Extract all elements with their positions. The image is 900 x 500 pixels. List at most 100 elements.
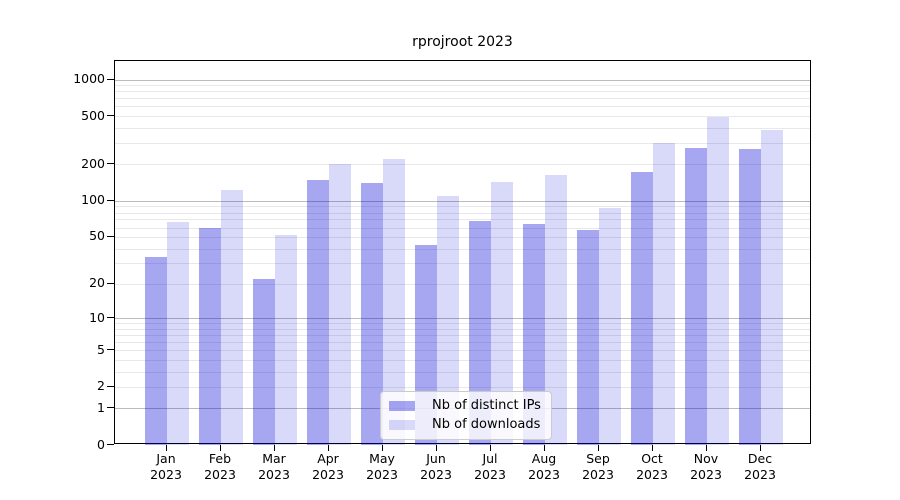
x-tick-label: May 2023 <box>366 451 398 482</box>
bar-downloads <box>599 207 621 445</box>
y-tick-label: 50 <box>89 228 105 243</box>
y-tick-label: 1000 <box>73 71 105 86</box>
y-tick-label: 0 <box>97 437 105 452</box>
bar-distinct-ips <box>577 230 599 445</box>
minor-gridline <box>115 91 810 93</box>
y-tick-mark <box>107 444 114 445</box>
x-tick-label: Jan 2023 <box>150 451 182 482</box>
legend-swatch-distinct-ips <box>389 400 415 411</box>
bar-downloads <box>491 182 513 445</box>
bar-distinct-ips <box>631 171 653 445</box>
x-tick-label: Jun 2023 <box>420 451 452 482</box>
x-tick-label: Oct 2023 <box>636 451 668 482</box>
minor-gridline <box>115 236 810 238</box>
bar-distinct-ips <box>469 220 491 445</box>
y-tick-label: 1 <box>97 400 105 415</box>
bar-distinct-ips <box>739 149 761 445</box>
legend: Nb of distinct IPs Nb of downloads <box>380 391 552 440</box>
major-gridline <box>115 200 810 202</box>
bar-distinct-ips <box>199 228 221 445</box>
y-tick-label: 20 <box>89 275 105 290</box>
minor-gridline <box>115 371 810 373</box>
x-tick-label: Mar 2023 <box>258 451 290 482</box>
x-tick-mark <box>544 445 545 451</box>
y-tick-label: 500 <box>81 108 105 123</box>
x-tick-label: Feb 2023 <box>204 451 236 482</box>
major-gridline <box>115 79 810 81</box>
minor-gridline <box>115 328 810 330</box>
x-tick-mark <box>598 445 599 451</box>
y-tick-mark <box>107 163 114 164</box>
bar-distinct-ips <box>307 179 329 445</box>
bar-distinct-ips <box>145 256 167 445</box>
bar-downloads <box>167 221 189 445</box>
bar-distinct-ips <box>361 182 383 445</box>
bar-downloads <box>707 117 729 445</box>
minor-gridline <box>115 227 810 229</box>
x-tick-label: Aug 2023 <box>528 451 560 482</box>
y-tick-mark <box>107 317 114 318</box>
bar-downloads <box>383 159 405 445</box>
minor-gridline <box>115 350 810 352</box>
x-tick-mark <box>274 445 275 451</box>
minor-gridline <box>115 85 810 87</box>
minor-gridline <box>115 164 810 166</box>
minor-gridline <box>115 143 810 145</box>
minor-gridline <box>115 127 810 129</box>
y-tick-label: 200 <box>81 156 105 171</box>
bar-downloads <box>329 164 351 445</box>
x-tick-mark <box>760 445 761 451</box>
minor-gridline <box>115 342 810 344</box>
y-tick-mark <box>107 115 114 116</box>
y-tick-mark <box>107 236 114 237</box>
y-tick-mark <box>107 407 114 408</box>
minor-gridline <box>115 106 810 108</box>
major-gridline <box>115 318 810 320</box>
bar-distinct-ips <box>523 224 545 445</box>
bar-downloads <box>275 234 297 445</box>
bar-downloads <box>545 174 567 445</box>
chart-title: rprojroot 2023 <box>412 34 513 50</box>
x-tick-label: Nov 2023 <box>690 451 722 482</box>
x-tick-mark <box>382 445 383 451</box>
x-tick-mark <box>436 445 437 451</box>
minor-gridline <box>115 386 810 388</box>
y-tick-mark <box>107 283 114 284</box>
minor-gridline <box>115 219 810 221</box>
x-tick-mark <box>490 445 491 451</box>
bar-distinct-ips <box>685 148 707 445</box>
plot-area: Nb of distinct IPs Nb of downloads <box>114 60 811 445</box>
legend-swatch-downloads <box>389 419 415 430</box>
x-tick-label: Sep 2023 <box>582 451 614 482</box>
legend-item-downloads: Nb of downloads <box>389 417 541 432</box>
minor-gridline <box>115 116 810 118</box>
bar-distinct-ips <box>253 279 275 445</box>
y-tick-label: 100 <box>81 192 105 207</box>
x-tick-mark <box>220 445 221 451</box>
y-tick-label: 5 <box>97 342 105 357</box>
x-tick-label: Apr 2023 <box>312 451 344 482</box>
minor-gridline <box>115 248 810 250</box>
minor-gridline <box>115 283 810 285</box>
minor-gridline <box>115 323 810 325</box>
x-tick-mark <box>166 445 167 451</box>
bar-downloads <box>761 129 783 445</box>
y-tick-label: 10 <box>89 310 105 325</box>
x-tick-label: Dec 2023 <box>744 451 776 482</box>
legend-item-distinct-ips: Nb of distinct IPs <box>389 398 541 413</box>
x-tick-label: Jul 2023 <box>474 451 506 482</box>
bar-downloads <box>437 195 459 445</box>
y-tick-mark <box>107 349 114 350</box>
bar-downloads <box>221 189 243 445</box>
y-tick-label: 2 <box>97 378 105 393</box>
y-tick-mark <box>107 386 114 387</box>
x-tick-mark <box>328 445 329 451</box>
x-tick-mark <box>652 445 653 451</box>
bar-downloads <box>653 143 675 445</box>
y-tick-mark <box>107 200 114 201</box>
minor-gridline <box>115 212 810 214</box>
minor-gridline <box>115 263 810 265</box>
minor-gridline <box>115 359 810 361</box>
x-tick-mark <box>706 445 707 451</box>
